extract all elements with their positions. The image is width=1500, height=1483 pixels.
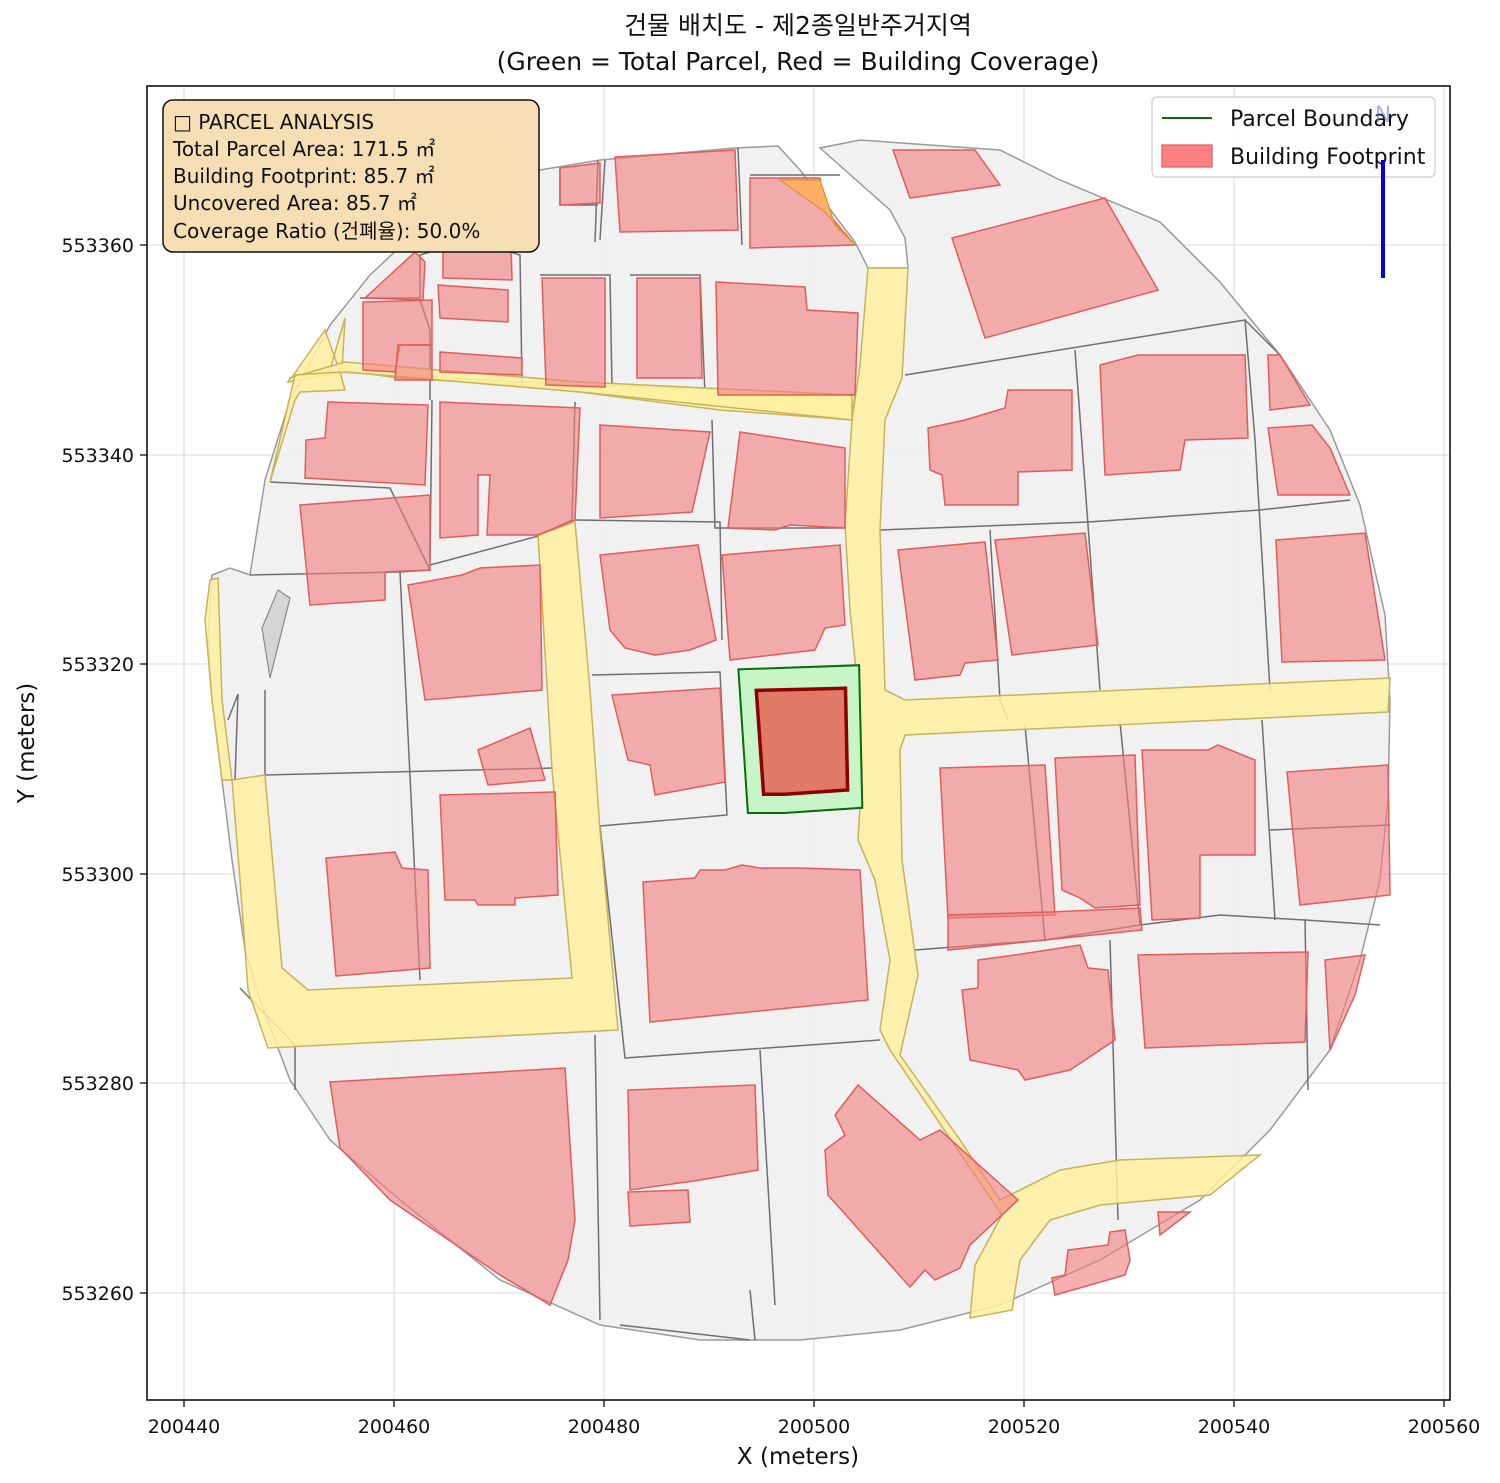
info-box-background — [162, 99, 540, 253]
legend-parcel-label: Parcel Boundary — [1230, 107, 1409, 132]
north-arrow-icon: N — [1375, 103, 1391, 278]
legend-frame — [1151, 96, 1436, 178]
chart-title-line2: (Green = Total Parcel, Red = Building Co… — [497, 47, 1100, 76]
chart-title-line1: 건물 배치도 - 제2종일반주거지역 — [624, 11, 972, 40]
legend-building-swatch — [1161, 144, 1213, 168]
y-tick-label: 553360 — [61, 235, 134, 257]
legend: Parcel Boundary Building Footprint — [1151, 96, 1436, 178]
y-tick-label: 553280 — [61, 1073, 134, 1095]
north-arrow-label: N — [1375, 103, 1391, 128]
x-tick-label: 200480 — [568, 1416, 641, 1438]
legend-building-label: Building Footprint — [1230, 145, 1426, 170]
x-tick-label: 200500 — [778, 1416, 851, 1438]
minor-parcels — [261, 179, 856, 679]
info-uncovered: Uncovered Area: 85.7 ㎡ — [173, 191, 417, 215]
info-total-area: Total Parcel Area: 171.5 ㎡ — [172, 137, 435, 161]
y-tick-label: 553260 — [61, 1283, 134, 1305]
parcel-analysis-box: □ PARCEL ANALYSIS Total Parcel Area: 171… — [162, 99, 540, 253]
x-tick-label: 200520 — [988, 1416, 1061, 1438]
y-axis-label: Y (meters) — [14, 683, 40, 804]
y-tick-label: 553340 — [61, 445, 134, 467]
x-axis-label: X (meters) — [737, 1444, 859, 1470]
x-tick-label: 200440 — [148, 1416, 221, 1438]
x-tick-label: 200560 — [1408, 1416, 1481, 1438]
roads — [204, 267, 1391, 1319]
building-footprints — [299, 149, 1391, 1307]
tick-marks — [140, 244, 1445, 1407]
axes-frame — [146, 85, 1451, 1401]
y-tick-label: 553320 — [61, 654, 134, 676]
info-footprint: Building Footprint: 85.7 ㎡ — [173, 164, 435, 188]
x-tick-label: 200540 — [1198, 1416, 1271, 1438]
target-building[interactable] — [754, 686, 850, 796]
x-tick-label: 200460 — [358, 1416, 431, 1438]
info-coverage-ratio: Coverage Ratio (건폐율): 50.0% — [173, 219, 480, 243]
y-tick-label: 553300 — [61, 864, 134, 886]
info-heading: □ PARCEL ANALYSIS — [173, 110, 374, 134]
